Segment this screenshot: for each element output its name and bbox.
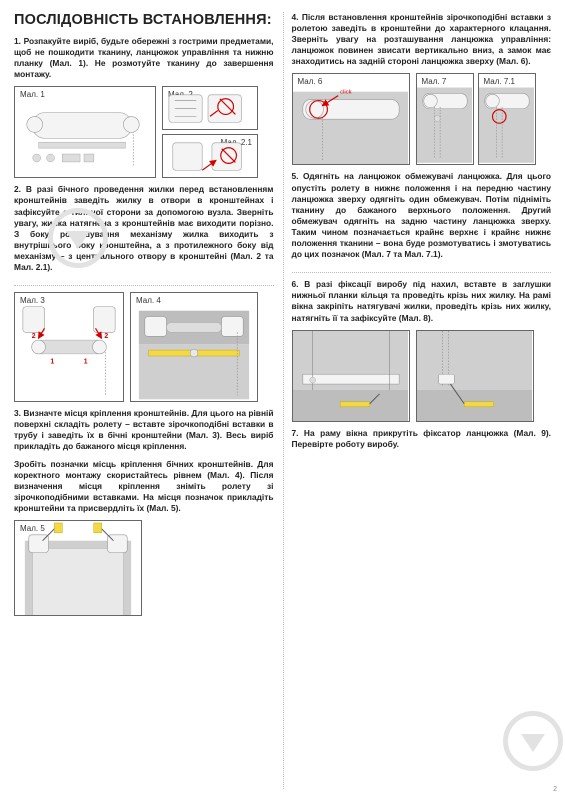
svg-text:2: 2: [104, 333, 108, 340]
figure-8: Мал. 8: [292, 330, 410, 422]
figure-1: Мал. 1: [14, 86, 156, 178]
figure-7: Мал. 7: [416, 73, 474, 165]
figure-4: Мал. 4: [130, 292, 258, 402]
step-3a-text: 3. Визначте місця кріплення кронштейнів.…: [14, 408, 274, 452]
svg-text:1: 1: [84, 359, 88, 366]
divider-right: [292, 272, 552, 273]
step-7-text: 7. На раму вікна прикрутіть фіксатор лан…: [292, 428, 552, 450]
figure-3: Мал. 3 2 2 1 1: [14, 292, 124, 402]
figure-2: Мал. 2: [162, 86, 258, 130]
watermark-bottom-right: [503, 711, 563, 771]
svg-text:2: 2: [32, 333, 36, 340]
step-5-text: 5. Одягніть на ланцюжок обмежувачі ланцю…: [292, 171, 552, 260]
figure-2-1: Мал. 2.1: [162, 134, 258, 178]
divider-left: [14, 285, 274, 286]
col-right: 4. Після встановлення кронштейнів зірочк…: [292, 12, 552, 702]
svg-text:1: 1: [50, 359, 54, 366]
figure-9: Мал. 9: [416, 330, 534, 422]
page-title: ПОСЛІДОВНІСТЬ ВСТАНОВЛЕННЯ:: [14, 12, 274, 28]
figure-7-1: Мал. 7.1: [478, 73, 536, 165]
page-number: 2: [553, 786, 557, 793]
figure-5: Мал. 5: [14, 520, 142, 616]
step-4-text: 4. Після встановлення кронштейнів зірочк…: [292, 12, 552, 67]
step-2-text: 2. В разі бічного проведення жилки перед…: [14, 184, 274, 273]
col-left-top: ПОСЛІДОВНІСТЬ ВСТАНОВЛЕННЯ: 1. Розпакуйт…: [14, 12, 274, 702]
figure-6: Мал. 6 click: [292, 73, 410, 165]
step-1-text: 1. Розпакуйте виріб, будьте обережні з г…: [14, 36, 274, 80]
step-3b-text: Зробіть позначки місць кріплення бічних …: [14, 459, 274, 514]
step-6-text: 6. В разі фіксації виробу під нахил, вст…: [292, 279, 552, 323]
svg-text:click: click: [340, 90, 351, 96]
